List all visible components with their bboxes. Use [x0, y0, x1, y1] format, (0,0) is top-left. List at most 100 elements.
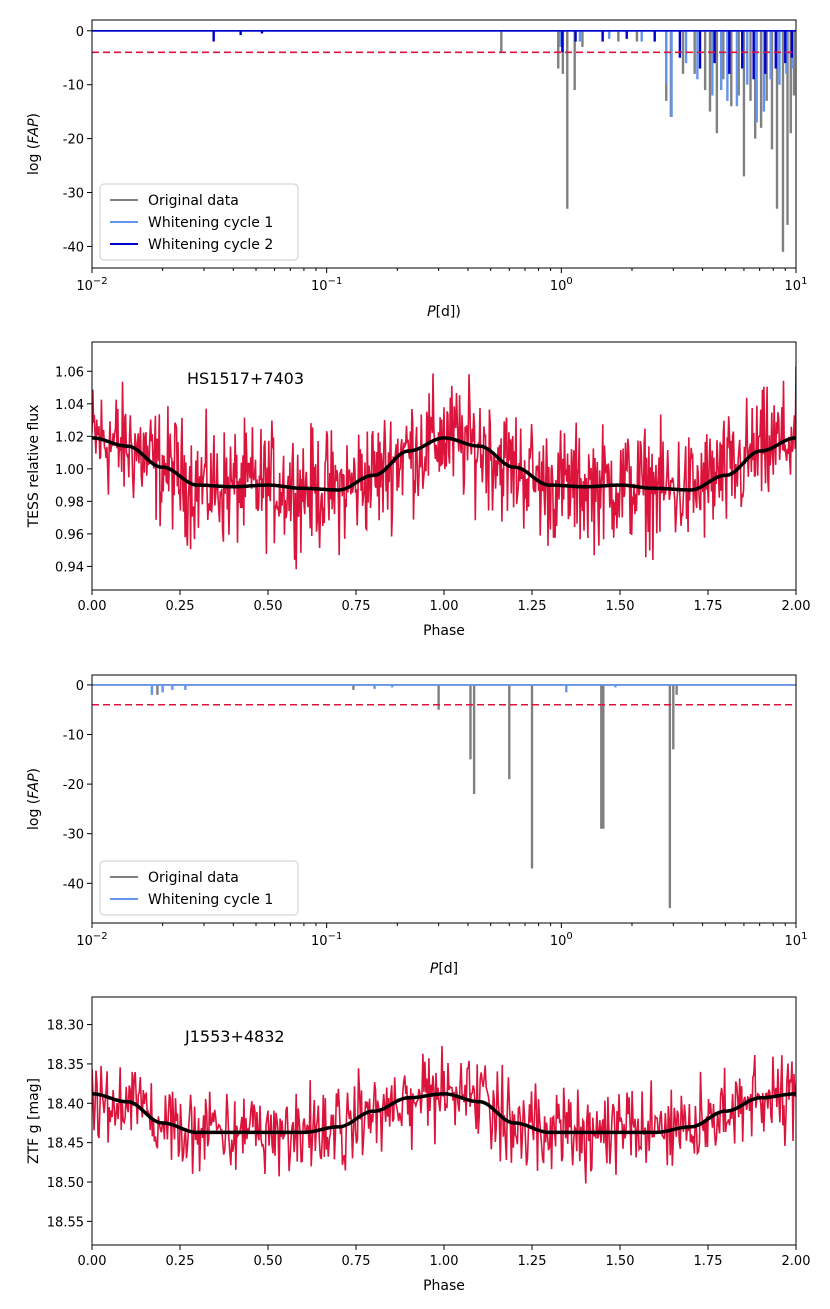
y-tick-label: -30	[63, 187, 84, 202]
y-axis: 0.94 0.96 0.98 1.00 1.02 1.04 1.06	[55, 365, 92, 575]
x-tick-exp: −1	[328, 276, 343, 287]
x-tick-exp: −1	[328, 931, 343, 942]
x-tick-exp: 1	[801, 276, 807, 287]
y-tick-label: -40	[63, 240, 84, 255]
object-name: J1553+4832	[184, 1027, 285, 1046]
y-axis: 0 -10 -20 -30 -40	[63, 679, 92, 892]
legend-label: Whitening cycle 1	[148, 892, 273, 908]
x-tick-label: 1.50	[606, 1254, 635, 1269]
y-tick-label: 1.02	[55, 430, 84, 445]
legend-box	[99, 183, 299, 261]
x-tick-base: 10	[76, 279, 93, 294]
x-tick-exp: −2	[93, 276, 108, 287]
x-tick-exp: 1	[801, 931, 807, 942]
x-tick-label: 2.00	[782, 599, 811, 614]
x-tick-base: 10	[785, 934, 802, 949]
x-tick-label: 0.50	[254, 1254, 283, 1269]
x-tick-label: 0.00	[78, 1254, 107, 1269]
x-tick-label: 100	[550, 276, 573, 294]
x-tick-label: 1.75	[694, 599, 723, 614]
x-tick-base: 10	[550, 279, 567, 294]
x-axis-label: P[d]	[430, 961, 458, 977]
y-tick-label: 1.04	[55, 398, 84, 413]
x-tick-label: 1.25	[518, 599, 547, 614]
y-tick-label: 18.50	[47, 1176, 84, 1191]
lightcurve-data-line	[92, 1045, 796, 1184]
x-axis-label: Phase	[423, 623, 465, 639]
x-tick-label: 1.50	[606, 599, 635, 614]
y-tick-label: 0.96	[55, 528, 84, 543]
x-tick-label: 1.00	[430, 1254, 459, 1269]
plot-frame	[91, 19, 797, 269]
y-axis-label: TESS relative flux	[26, 405, 42, 529]
x-axis: 10−2 10−1 100 101	[76, 268, 807, 294]
lightcurve-panel-2: 0.00 0.25 0.50 0.75 1.00 1.25 1.50 1.75 2.00 18.…	[26, 996, 811, 1294]
x-tick-base: 10	[76, 934, 93, 949]
y-axis: 18.30 18.35 18.40 18.45 18.50 18.55	[47, 1019, 92, 1230]
periodogram-panel-1: 10−2 10−1 100 101 0-10-20-30-40 P[d]) log (…	[26, 19, 807, 320]
x-tick-label: 1.25	[518, 1254, 547, 1269]
y-tick-label: 1.06	[55, 365, 84, 380]
legend-label: Original data	[148, 193, 239, 209]
x-tick-label: 100	[550, 931, 573, 949]
x-tick-label: 0.25	[166, 1254, 195, 1269]
y-tick-label: -10	[63, 729, 84, 744]
y-axis-label: ZTF g [mag]	[26, 1078, 42, 1164]
y-tick-label: 1.00	[55, 463, 84, 478]
model-curve	[92, 436, 796, 492]
y-tick-label: -40	[63, 877, 84, 892]
x-tick-label: 101	[785, 276, 808, 294]
x-tick-label: 1.75	[694, 1254, 723, 1269]
periodogram-1-marks	[92, 29, 796, 252]
x-tick-label: 1.00	[430, 599, 459, 614]
y-tick-label: 18.35	[47, 1058, 84, 1073]
lightcurve-2-marks	[92, 1045, 796, 1184]
y-tick-label: 0	[76, 25, 84, 40]
x-tick-label: 10−2	[76, 276, 107, 294]
y-tick-label: -20	[63, 133, 84, 148]
x-axis: 10−2 10−1 100 101	[76, 923, 807, 949]
y-axis-label: log (FAP)	[26, 768, 42, 830]
y-tick-label: 0.94	[55, 560, 84, 575]
periodogram-2-marks	[92, 684, 796, 909]
x-axis: 0.00 0.25 0.50 0.75 1.00 1.25 1.50 1.75 2.00	[78, 590, 811, 614]
y-axis: 0 -10 -20 -30 -40	[63, 25, 92, 255]
periodogram-panel-2: 10−2 10−1 100 101 0-10-20-30-40 P[d] log (F…	[26, 674, 807, 977]
x-tick-exp: 0	[566, 276, 572, 287]
x-tick-label: 0.75	[342, 1254, 371, 1269]
lightcurve-data-line	[92, 366, 796, 570]
x-tick-label: 10−1	[311, 276, 342, 294]
object-name: HS1517+7403	[187, 369, 304, 388]
x-tick-label: 101	[785, 931, 808, 949]
legend-label: Whitening cycle 1	[148, 215, 273, 231]
x-tick-base: 10	[785, 279, 802, 294]
legend-label: Whitening cycle 2	[148, 237, 273, 253]
plot-frame	[91, 674, 797, 924]
x-tick-base: 10	[311, 279, 328, 294]
x-axis-label: P[d])	[427, 304, 461, 320]
x-axis: 0.00 0.25 0.50 0.75 1.00 1.25 1.50 1.75 2.00	[78, 1245, 811, 1269]
y-tick-label: 18.55	[47, 1215, 84, 1230]
legend-box	[99, 860, 299, 916]
x-tick-exp: −2	[93, 931, 108, 942]
y-tick-label: 18.30	[47, 1019, 84, 1034]
x-tick-base: 10	[311, 934, 328, 949]
y-tick-label: -10	[63, 79, 84, 94]
lightcurve-1-marks	[92, 366, 796, 570]
x-tick-label: 0.50	[254, 599, 283, 614]
legend-label: Original data	[148, 870, 239, 886]
y-tick-label: 18.40	[47, 1097, 84, 1112]
y-tick-label: -20	[63, 778, 84, 793]
y-tick-label: 18.45	[47, 1137, 84, 1152]
x-tick-label: 0.25	[166, 599, 195, 614]
legend: Original data Whitening cycle 1	[99, 860, 299, 916]
x-tick-label: 2.00	[782, 1254, 811, 1269]
legend: Original data Whitening cycle 1 Whitening …	[99, 183, 299, 261]
x-tick-base: 10	[550, 934, 567, 949]
y-axis-label: log (FAP)	[26, 113, 42, 175]
x-tick-label: 0.75	[342, 599, 371, 614]
y-tick-label: 0.98	[55, 495, 84, 510]
x-tick-exp: 0	[566, 931, 572, 942]
y-tick-label: 0	[76, 679, 84, 694]
